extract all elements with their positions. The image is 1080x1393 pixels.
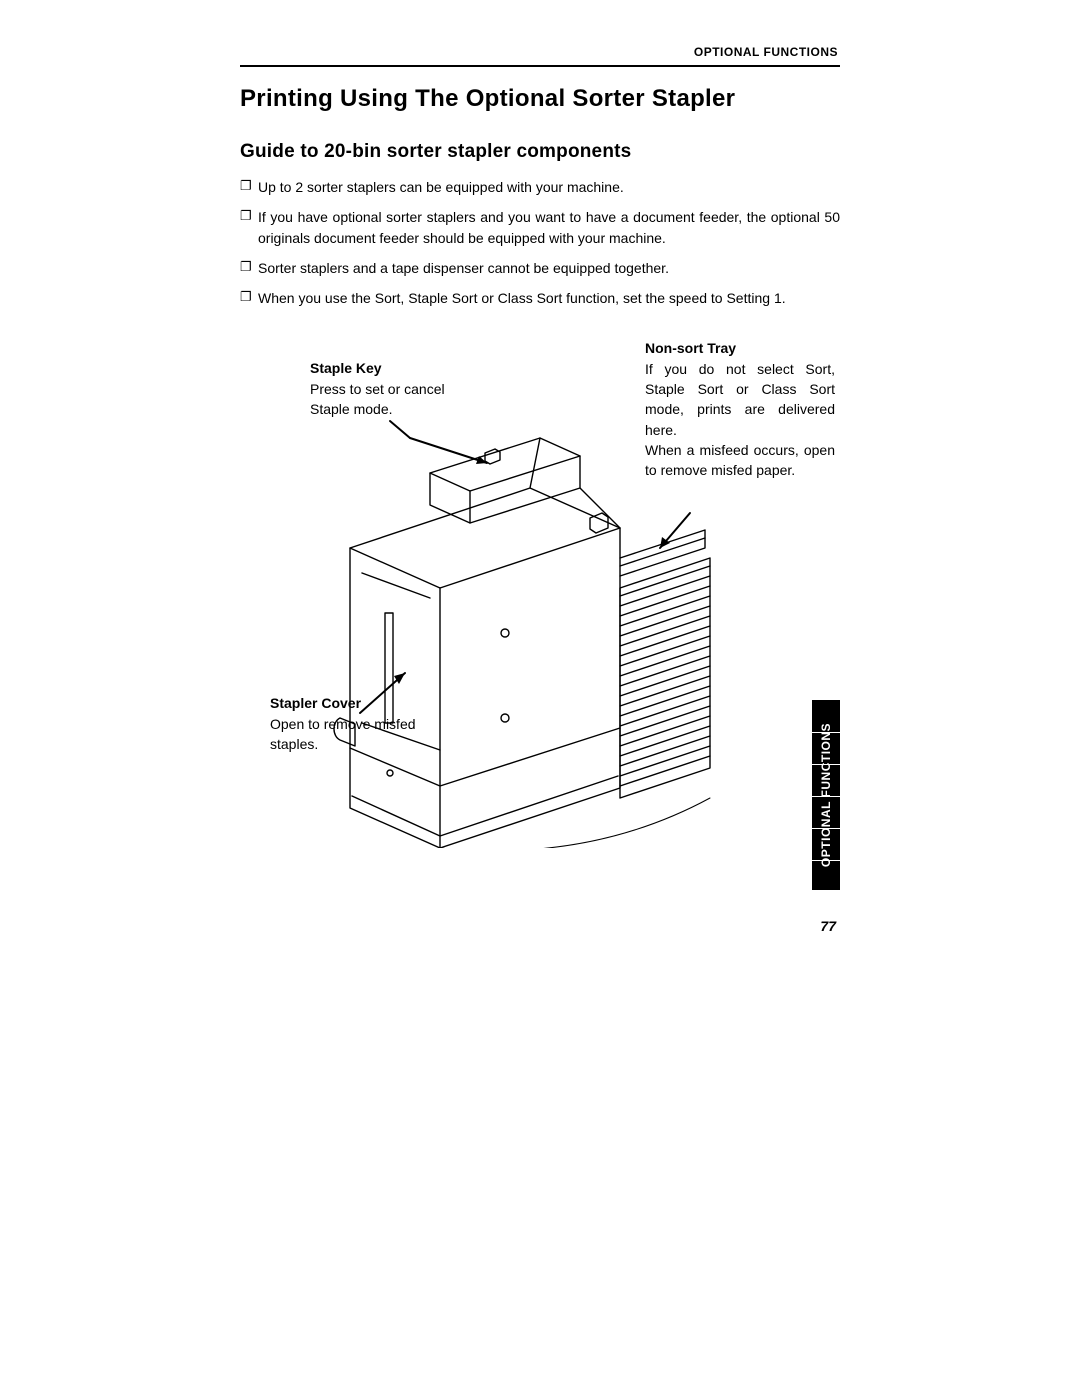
sorter-stapler-illustration — [290, 418, 720, 848]
bullet-text: Up to 2 sorter staplers can be equipped … — [258, 177, 840, 197]
bullet-icon: ❐ — [240, 207, 258, 226]
list-item: ❐ Sorter staplers and a tape dispenser c… — [240, 258, 840, 278]
bullet-icon: ❐ — [240, 177, 258, 196]
list-item: ❐ If you have optional sorter staplers a… — [240, 207, 840, 248]
section-tab: OPTIONAL FUNCTIONS — [812, 700, 840, 890]
callout-title: Non-sort Tray — [645, 340, 736, 356]
bullet-icon: ❐ — [240, 288, 258, 307]
section-tab-label: OPTIONAL FUNCTIONS — [819, 723, 833, 867]
bullet-icon: ❐ — [240, 258, 258, 277]
bullet-text: Sorter staplers and a tape dispenser can… — [258, 258, 840, 278]
bullet-text: If you have optional sorter staplers and… — [258, 207, 840, 248]
bullet-text: When you use the Sort, Staple Sort or Cl… — [258, 288, 840, 308]
header-label: OPTIONAL FUNCTIONS — [240, 45, 840, 59]
section-subtitle: Guide to 20-bin sorter stapler component… — [240, 141, 840, 163]
callout-body: Press to set or cancel Staple mode. — [310, 381, 445, 417]
callout-staple-key: Staple Key Press to set or cancel Staple… — [310, 358, 455, 419]
page-title: Printing Using The Optional Sorter Stapl… — [240, 85, 840, 113]
bullet-list: ❐ Up to 2 sorter staplers can be equippe… — [240, 177, 840, 308]
header-rule — [240, 65, 840, 67]
callout-title: Staple Key — [310, 360, 382, 376]
diagram: Staple Key Press to set or cancel Staple… — [240, 338, 840, 898]
page-number: 77 — [820, 918, 836, 934]
list-item: ❐ Up to 2 sorter staplers can be equippe… — [240, 177, 840, 197]
list-item: ❐ When you use the Sort, Staple Sort or … — [240, 288, 840, 308]
